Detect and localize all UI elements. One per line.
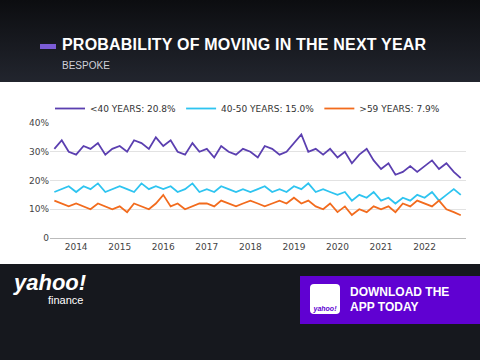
svg-text:2022: 2022 — [413, 242, 436, 252]
svg-text:2021: 2021 — [370, 242, 393, 252]
html-text:finance: finance — [48, 294, 84, 306]
html-text:yahoo!: yahoo! — [14, 270, 87, 295]
svg-text:2020: 2020 — [326, 242, 349, 252]
svg-text:>59 YEARS: 7.9%: >59 YEARS: 7.9% — [359, 104, 439, 114]
svg-text:2019: 2019 — [282, 242, 305, 252]
svg-text:40-50 YEARS: 15.0%: 40-50 YEARS: 15.0% — [221, 104, 314, 114]
svg-text:2016: 2016 — [152, 242, 175, 252]
svg-text:2018: 2018 — [239, 242, 262, 252]
svg-text:2014: 2014 — [65, 242, 88, 252]
svg-text:20%: 20% — [29, 176, 49, 186]
svg-text:40%: 40% — [29, 118, 49, 128]
svg-text:2015: 2015 — [108, 242, 131, 252]
svg-text:<40 YEARS: 20.8%: <40 YEARS: 20.8% — [90, 104, 176, 114]
svg-text:10%: 10% — [29, 204, 49, 214]
svg-text:2017: 2017 — [195, 242, 218, 252]
html-text:DOWNLOAD THE APP TODAY: DOWNLOAD THE APP TODAY — [350, 285, 450, 314]
html-text:PROBABILITY OF MOVING IN THE N: PROBABILITY OF MOVING IN THE NEXT YEAR — [62, 36, 427, 53]
html-text:BESPOKE: BESPOKE — [62, 60, 110, 71]
svg-text:0: 0 — [43, 233, 49, 243]
html-text:yahoo!: yahoo! — [313, 305, 337, 312]
svg-text:30%: 30% — [29, 147, 49, 157]
